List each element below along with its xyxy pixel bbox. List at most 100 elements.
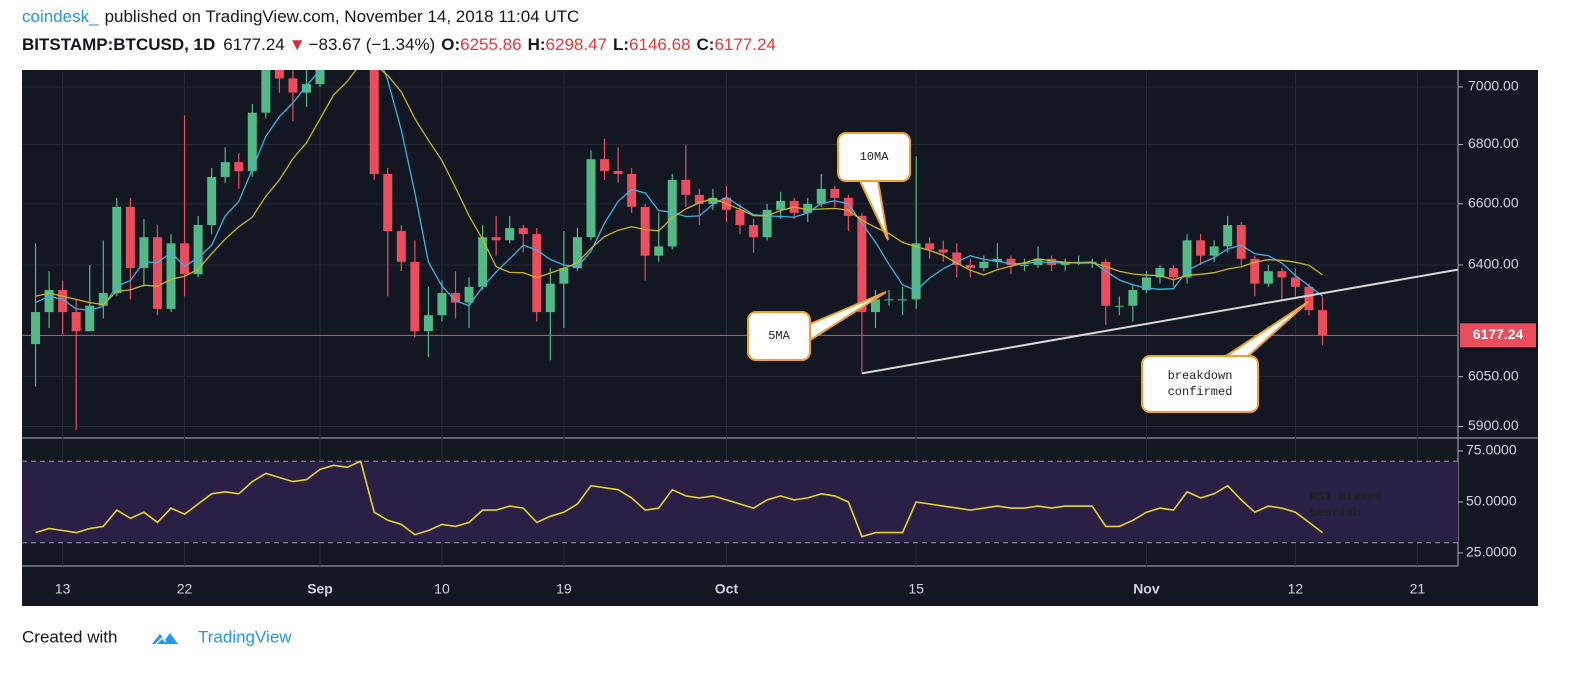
y-tick-label: 6050.00	[1468, 367, 1519, 383]
y-tick-label: 6600.00	[1468, 195, 1519, 211]
candle-body	[464, 286, 474, 303]
candle-body	[1304, 286, 1314, 311]
candle-body	[816, 188, 826, 204]
candle-body	[247, 112, 257, 171]
candle-body	[1318, 310, 1328, 336]
callout-text: breakdown	[1168, 369, 1233, 383]
candle-body	[708, 197, 718, 204]
candle-body	[559, 268, 569, 284]
last-price-tag	[1460, 323, 1536, 348]
candle-body	[1114, 305, 1124, 307]
l-value: 6146.68	[629, 35, 690, 54]
candle-body	[532, 234, 542, 313]
callout-text: confirmed	[1168, 385, 1233, 399]
o-value: 6255.86	[460, 35, 521, 54]
candle-body	[830, 188, 840, 198]
last: 6177.24	[223, 35, 284, 54]
h-value: 6298.47	[546, 35, 607, 54]
candle-body	[180, 243, 190, 275]
candle-body	[301, 84, 311, 93]
trendline	[861, 268, 1458, 375]
candle-body	[139, 237, 149, 269]
rsi-note: RSI biased	[1310, 490, 1382, 504]
last-price-label: 6177.24	[1473, 326, 1524, 342]
symbol: BITSTAMP:BTCUSD, 1D	[22, 35, 215, 54]
callout-box	[747, 311, 811, 361]
candle-body	[965, 264, 975, 269]
candle-body	[1209, 246, 1219, 256]
candle-body	[762, 209, 772, 238]
candle-body	[1141, 277, 1151, 290]
candle-body	[112, 206, 122, 294]
rsi-band	[22, 461, 1458, 543]
candle-body	[952, 252, 962, 265]
callout-text: 5MA	[768, 329, 790, 343]
h-label: H:	[528, 35, 546, 54]
candle-body	[234, 162, 244, 171]
candle-body	[925, 243, 935, 250]
candle-body	[71, 312, 81, 332]
candle-body	[220, 162, 230, 177]
rsi-line	[35, 460, 1323, 538]
header-line-1: coindesk_ published on TradingView.com, N…	[22, 7, 579, 26]
plot: 13 22 Sep 10 19 Oct 15 Nov 12 21 7000.00 6800.00 660…	[22, 70, 1536, 597]
candle-body	[1128, 289, 1138, 306]
candle-body	[545, 283, 555, 313]
rsi-tick-label: 75.0000	[1466, 442, 1517, 458]
change: −83.67 (−1.34%)	[309, 35, 436, 54]
callout-box	[837, 132, 911, 182]
x-tick-label: 10	[434, 581, 450, 597]
y-tick-label: 5900.00	[1468, 417, 1519, 433]
y-tick-label: 6800.00	[1468, 135, 1519, 151]
author[interactable]: coindesk_	[22, 7, 99, 26]
candle-body	[125, 206, 135, 269]
c-label: C:	[696, 35, 714, 54]
candle-body	[586, 159, 596, 238]
candle-body	[166, 243, 176, 309]
candle-body	[518, 228, 528, 235]
y-tick-label: 7000.00	[1468, 78, 1519, 94]
brand-logo[interactable]	[152, 633, 178, 645]
l-label: L:	[613, 35, 629, 54]
candle-body	[992, 258, 1002, 262]
price-pane	[22, 70, 1458, 430]
candle-body	[857, 215, 867, 313]
footer-brand[interactable]: TradingView	[198, 627, 292, 646]
candle-body	[572, 237, 582, 269]
candle-body	[31, 312, 41, 345]
candle-body	[627, 173, 637, 207]
moving-average	[35, 70, 1323, 311]
candle-body	[600, 159, 610, 171]
candle-body	[654, 246, 664, 256]
candle-body	[85, 305, 95, 332]
candle-body	[1182, 240, 1192, 278]
candle-body	[207, 176, 217, 226]
x-tick-label: 19	[556, 581, 572, 597]
x-tick-label: 12	[1288, 581, 1304, 597]
candle-body	[1196, 240, 1206, 256]
candle-body	[1290, 277, 1300, 287]
candle-body	[884, 299, 894, 301]
x-tick-label: 22	[177, 581, 193, 597]
candle-body	[396, 231, 406, 262]
moving-average	[35, 70, 1323, 306]
candle-body	[640, 206, 650, 256]
candle-body	[1155, 268, 1165, 278]
candle-body	[938, 249, 948, 253]
x-tick-label: Nov	[1133, 581, 1160, 597]
x-tick-label: 15	[908, 581, 924, 597]
candle-body	[735, 209, 745, 226]
candle-body	[410, 261, 420, 332]
candle-body	[315, 70, 325, 85]
candle-body	[44, 289, 54, 313]
candle-body	[667, 179, 677, 247]
candle-body	[437, 293, 447, 316]
x-tick-label: 13	[55, 581, 71, 597]
candle-body	[58, 289, 68, 313]
footer-created: Created with	[22, 627, 117, 646]
candle-body	[274, 70, 284, 79]
callout-box	[1141, 355, 1259, 413]
candle-body	[1223, 225, 1233, 247]
